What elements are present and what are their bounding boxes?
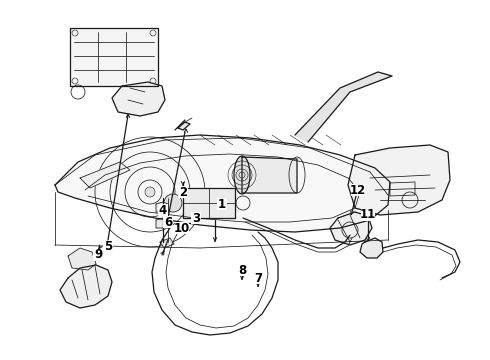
Polygon shape xyxy=(330,212,372,245)
Bar xyxy=(237,264,247,276)
Bar xyxy=(253,272,263,284)
Bar xyxy=(175,222,189,234)
Polygon shape xyxy=(348,145,450,215)
Ellipse shape xyxy=(234,156,250,194)
Text: 2: 2 xyxy=(179,185,187,198)
Bar xyxy=(351,184,365,196)
Text: 3: 3 xyxy=(192,211,200,225)
Polygon shape xyxy=(156,202,168,212)
Text: 6: 6 xyxy=(164,216,172,229)
Polygon shape xyxy=(242,157,297,193)
Polygon shape xyxy=(68,248,96,270)
Bar xyxy=(361,209,375,221)
Text: 10: 10 xyxy=(174,221,190,234)
Text: 8: 8 xyxy=(238,264,246,276)
Polygon shape xyxy=(360,238,383,258)
Polygon shape xyxy=(183,188,235,218)
Text: 12: 12 xyxy=(350,184,366,197)
Polygon shape xyxy=(178,122,190,130)
Polygon shape xyxy=(112,82,165,116)
Polygon shape xyxy=(160,238,174,248)
Bar xyxy=(178,186,188,198)
Bar xyxy=(103,241,113,253)
Text: 5: 5 xyxy=(104,240,112,253)
Polygon shape xyxy=(295,72,392,142)
Text: 9: 9 xyxy=(94,248,102,261)
Bar xyxy=(93,249,103,261)
Polygon shape xyxy=(60,265,112,308)
Polygon shape xyxy=(55,135,390,232)
Text: 11: 11 xyxy=(360,208,376,221)
Polygon shape xyxy=(156,218,168,228)
Bar xyxy=(158,204,168,216)
Text: 1: 1 xyxy=(218,198,226,211)
Polygon shape xyxy=(80,162,130,188)
Text: 4: 4 xyxy=(159,203,167,216)
Bar xyxy=(191,212,201,224)
Bar xyxy=(163,216,173,228)
Text: 7: 7 xyxy=(254,271,262,284)
Polygon shape xyxy=(70,28,158,86)
Bar xyxy=(217,198,227,210)
Circle shape xyxy=(164,194,182,212)
Circle shape xyxy=(145,187,155,197)
